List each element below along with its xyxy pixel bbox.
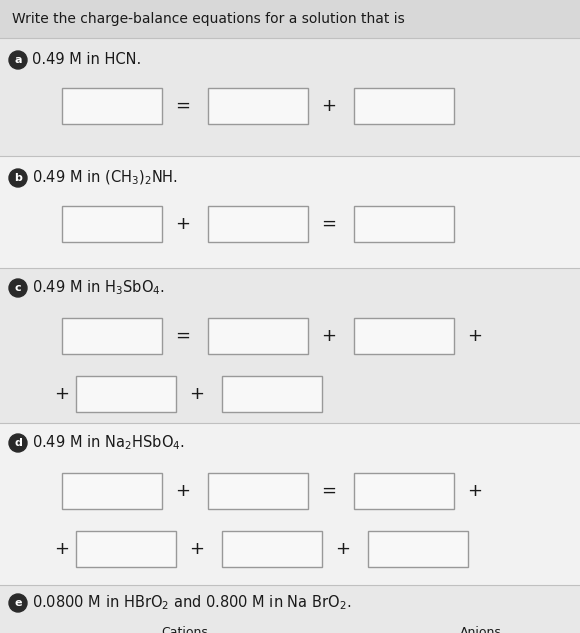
Text: b: b (14, 173, 22, 183)
Bar (0, 423, 580, 585)
Circle shape (9, 51, 27, 69)
Bar (76, 376, 176, 412)
Text: +: + (335, 540, 350, 558)
Bar (62, 206, 162, 242)
Bar (354, 318, 454, 354)
Text: 0.49 M in Na$_2$HSbO$_4$.: 0.49 M in Na$_2$HSbO$_4$. (32, 434, 185, 453)
Bar (208, 88, 308, 124)
Circle shape (9, 279, 27, 297)
Text: c: c (14, 283, 21, 293)
Bar (0, 0, 580, 38)
Circle shape (9, 594, 27, 612)
Text: =: = (321, 482, 336, 500)
Text: e: e (14, 598, 22, 608)
Bar (0, 156, 580, 268)
Text: Write the charge-balance equations for a solution that is: Write the charge-balance equations for a… (12, 12, 405, 26)
Text: =: = (321, 215, 336, 233)
Bar (368, 531, 468, 567)
Bar (354, 206, 454, 242)
Bar (62, 318, 162, 354)
Text: a: a (14, 55, 22, 65)
Text: +: + (176, 215, 190, 233)
Bar (0, 38, 580, 156)
Text: 0.0800 M in HBrO$_2$ and 0.800 M in Na BrO$_2$.: 0.0800 M in HBrO$_2$ and 0.800 M in Na B… (32, 594, 351, 612)
Text: +: + (467, 327, 483, 345)
Text: +: + (321, 97, 336, 115)
Bar (62, 473, 162, 509)
Circle shape (9, 434, 27, 452)
Text: 0.49 M in HCN.: 0.49 M in HCN. (32, 53, 142, 68)
Text: Cations: Cations (162, 627, 208, 633)
Text: +: + (190, 385, 205, 403)
Bar (208, 318, 308, 354)
Text: +: + (321, 327, 336, 345)
Text: =: = (176, 97, 190, 115)
Bar (0, 585, 580, 633)
Bar (354, 88, 454, 124)
Bar (222, 531, 322, 567)
Bar (76, 531, 176, 567)
Text: 0.49 M in H$_3$SbO$_4$.: 0.49 M in H$_3$SbO$_4$. (32, 279, 165, 298)
Bar (208, 206, 308, 242)
Text: Anions: Anions (460, 627, 502, 633)
Text: d: d (14, 438, 22, 448)
Circle shape (9, 169, 27, 187)
Text: +: + (190, 540, 205, 558)
Text: 0.49 M in (CH$_3$)$_2$NH.: 0.49 M in (CH$_3$)$_2$NH. (32, 169, 178, 187)
Text: +: + (467, 482, 483, 500)
Bar (208, 473, 308, 509)
Bar (62, 88, 162, 124)
Bar (222, 376, 322, 412)
Text: +: + (176, 482, 190, 500)
Bar (354, 473, 454, 509)
Text: =: = (176, 327, 190, 345)
Bar (0, 268, 580, 423)
Text: +: + (55, 385, 70, 403)
Text: +: + (55, 540, 70, 558)
